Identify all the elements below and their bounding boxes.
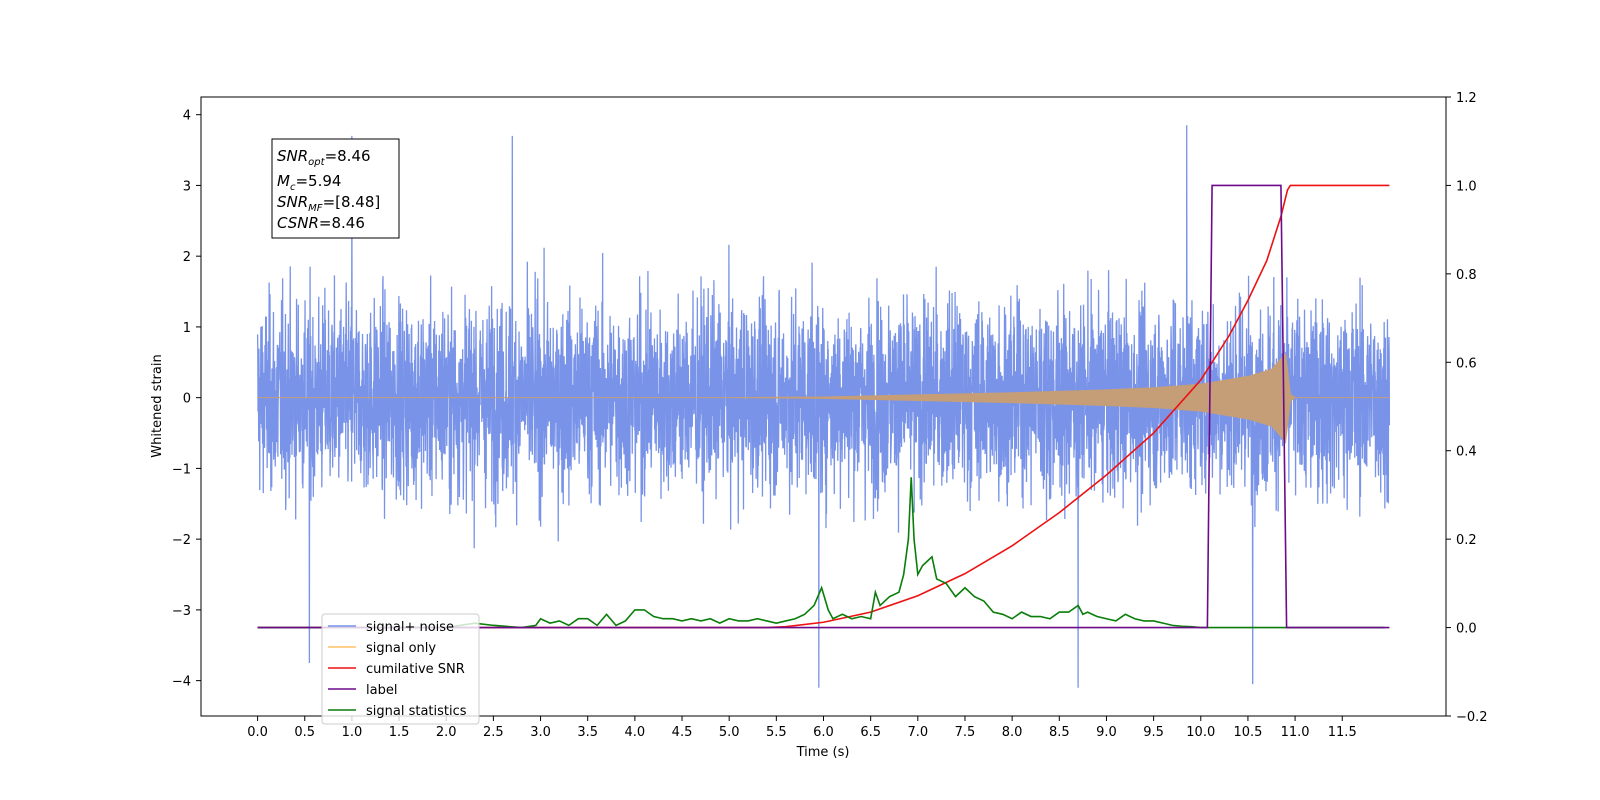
- legend-label: signal+ noise: [366, 620, 454, 635]
- x-tick-label: 1.5: [389, 725, 410, 740]
- y-right-tick-label: 0.0: [1456, 622, 1477, 637]
- y-axis-right: 1.2 1.0 0.8 0.6 0.4 0.2 0.0 −0.2: [1446, 91, 1488, 725]
- y-left-tick-label: 4: [183, 109, 191, 124]
- legend-frame: [321, 613, 480, 725]
- x-tick-label: 4.0: [625, 725, 646, 740]
- y-left-tick-label: −1: [172, 462, 191, 477]
- x-tick-label: 4.5: [672, 725, 693, 740]
- x-tick-label: 11.5: [1328, 725, 1357, 740]
- legend-entry-cumulative-snr: cumilative SNR: [328, 662, 465, 677]
- stats-snr-opt: SNRopt=8.46: [277, 147, 371, 168]
- y-axis-title-left: Whitened strain: [150, 354, 165, 457]
- x-tick-label: 10.0: [1186, 725, 1215, 740]
- legend-entry-signal-statistics: signal statistics: [328, 704, 467, 719]
- x-tick-label: 6.0: [813, 725, 834, 740]
- y-left-tick-label: 2: [183, 250, 191, 265]
- x-tick-label: 3.0: [530, 725, 551, 740]
- legend-entry-signal-noise: signal+ noise: [328, 620, 454, 635]
- y-right-tick-label: 0.6: [1456, 356, 1477, 371]
- x-tick-label: 5.5: [766, 725, 787, 740]
- x-tick-label: 2.0: [436, 725, 457, 740]
- y-left-tick-label: −3: [172, 604, 191, 619]
- x-tick-label: 8.0: [1002, 725, 1023, 740]
- x-axis-title: Time (s): [796, 745, 850, 760]
- stats-box-frame: [271, 138, 400, 239]
- x-axis: 0.0 0.5 1.0 1.5 2.0 2.5 3.0 3.5 4.0 4.5 5.0 5.5 6.0 6…: [247, 716, 1357, 740]
- stats-mc: Mc=5.94: [277, 172, 341, 193]
- y-left-tick-label: 3: [183, 179, 191, 194]
- y-right-tick-label: 0.8: [1456, 268, 1477, 283]
- y-left-tick-label: −2: [172, 533, 191, 548]
- x-tick-label: 7.0: [907, 725, 928, 740]
- y-left-tick-label: 0: [183, 392, 191, 407]
- stats-snr-mf: SNRMF=[8.48]: [277, 193, 380, 214]
- stats-box: SNRopt=8.46 Mc=5.94 SNRMF=[8.48] CSNR=8.…: [271, 138, 400, 239]
- stats-csnr: CSNR=8.46: [277, 214, 365, 232]
- y-right-tick-label: 1.0: [1456, 179, 1477, 194]
- series-signal-statistics: [257, 477, 1385, 629]
- legend-entry-signal-only: signal only: [328, 641, 436, 656]
- x-tick-label: 1.0: [342, 725, 363, 740]
- x-tick-label: 8.5: [1049, 725, 1070, 740]
- series-label: [257, 184, 1390, 629]
- legend-label: label: [366, 683, 397, 698]
- x-tick-label: 6.5: [860, 725, 881, 740]
- x-tick-label: 0.5: [294, 725, 315, 740]
- x-tick-label: 3.5: [577, 725, 598, 740]
- y-right-tick-label: 0.4: [1456, 445, 1477, 460]
- x-tick-label: 11.0: [1281, 725, 1310, 740]
- x-tick-label: 5.0: [719, 725, 740, 740]
- x-tick-label: 0.0: [247, 725, 268, 740]
- plot-series: [256, 125, 1391, 688]
- x-tick-label: 9.0: [1096, 725, 1117, 740]
- y-left-tick-label: −4: [172, 675, 191, 690]
- legend-label: cumilative SNR: [366, 662, 465, 677]
- x-tick-label: 2.5: [483, 725, 504, 740]
- y-right-tick-label: 1.2: [1456, 91, 1477, 106]
- x-tick-label: 7.5: [955, 725, 976, 740]
- legend-entry-label: label: [328, 683, 397, 698]
- legend: signal+ noise signal only cumilative SNR…: [321, 613, 480, 725]
- legend-label: signal only: [366, 641, 436, 656]
- legend-label: signal statistics: [366, 704, 467, 719]
- series-signal-only: [257, 352, 1390, 443]
- x-tick-label: 9.5: [1143, 725, 1164, 740]
- x-tick-label: 10.5: [1233, 725, 1262, 740]
- y-right-tick-label: 0.2: [1456, 533, 1477, 548]
- y-left-tick-label: 1: [183, 321, 191, 336]
- y-right-tick-label: −0.2: [1456, 710, 1488, 725]
- y-axis-left: 4 3 2 1 0 −1 −2 −3 −4: [172, 109, 201, 690]
